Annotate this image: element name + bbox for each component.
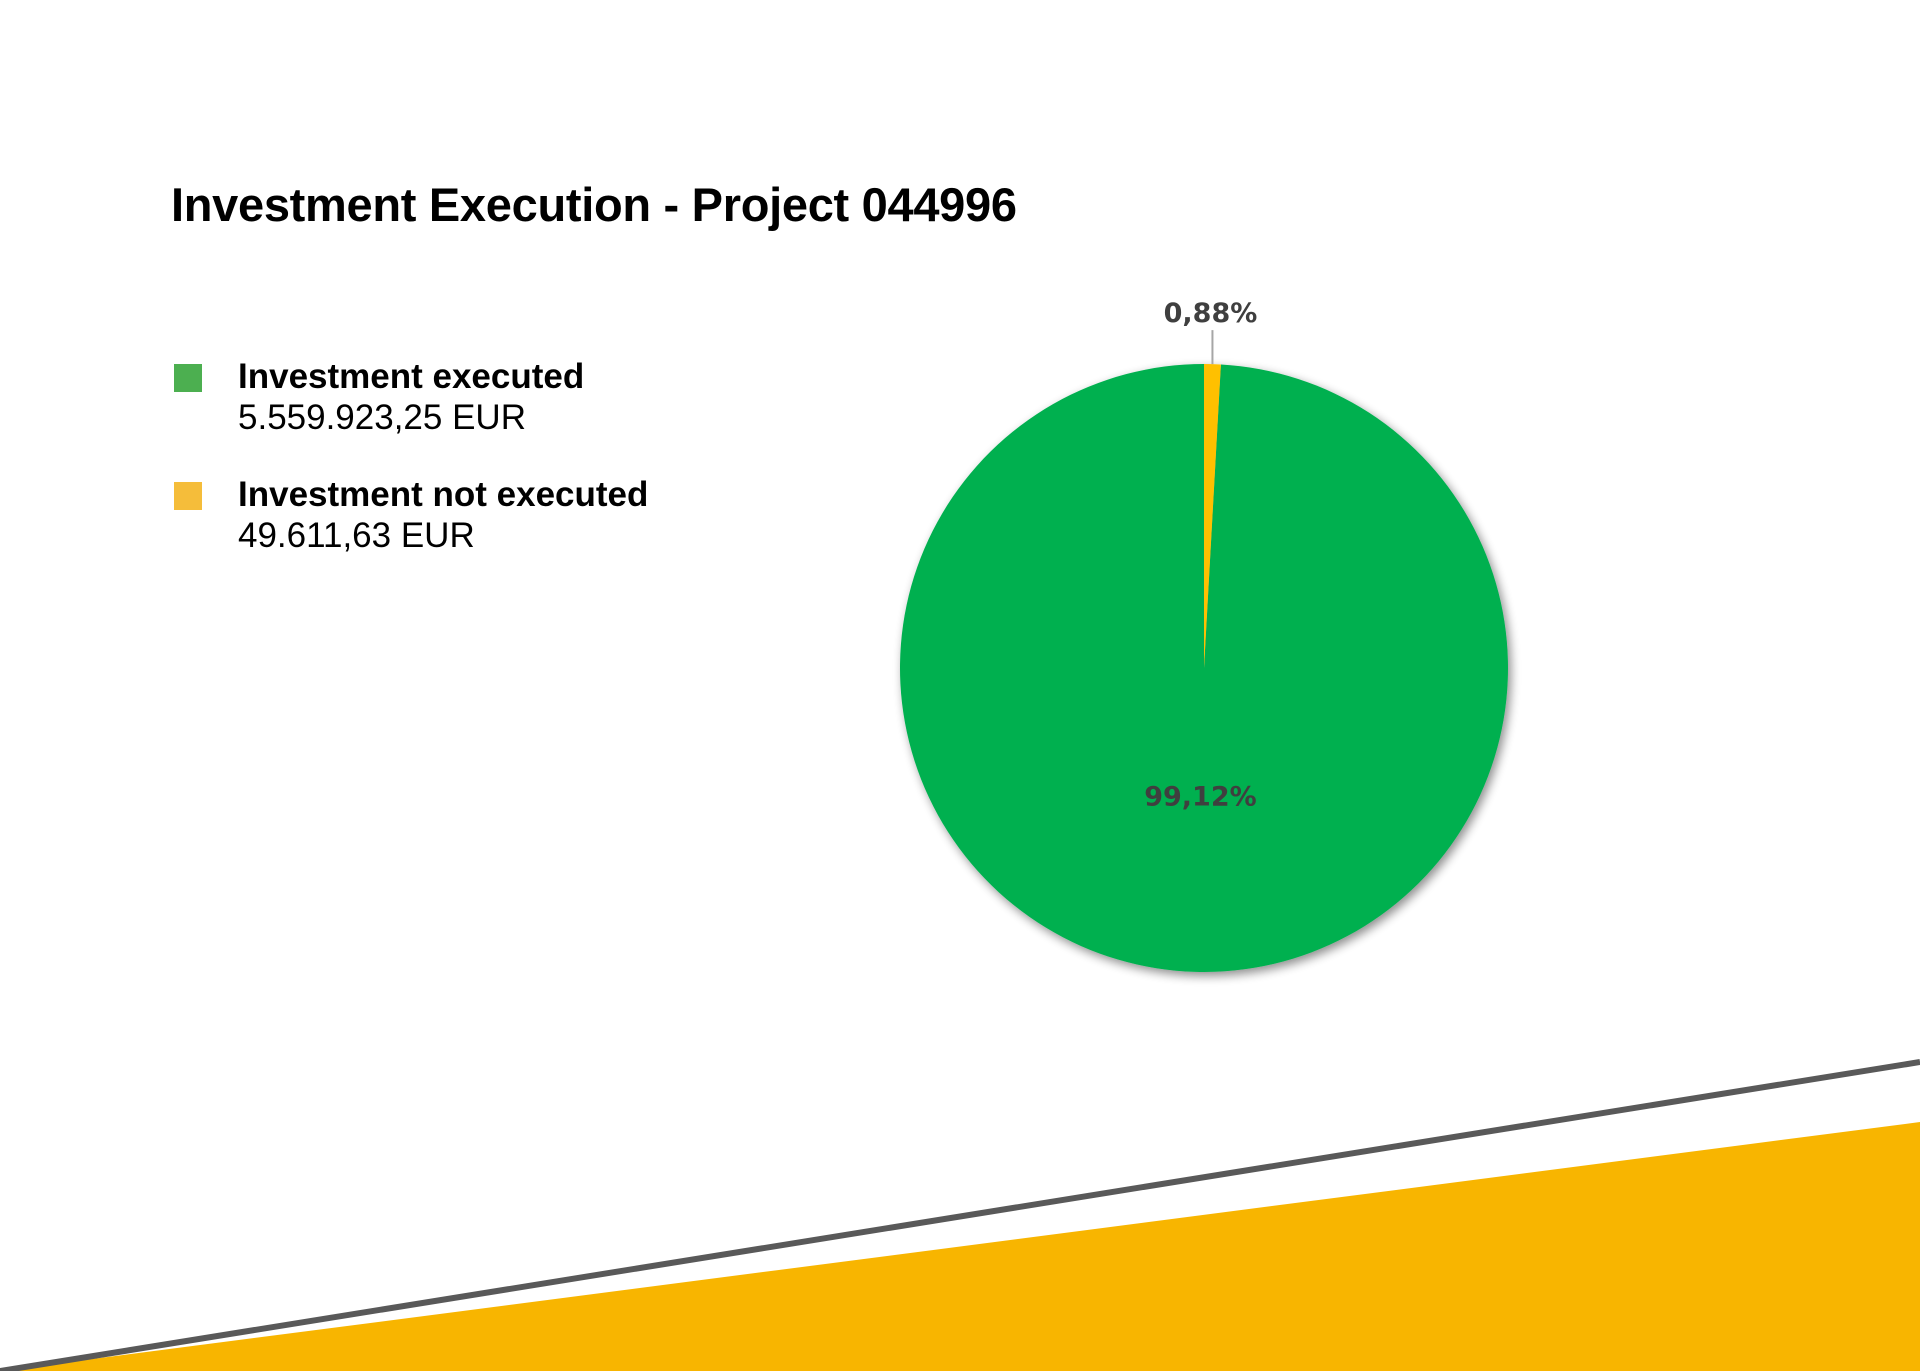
- legend-amount-executed: 5.559.923,25 EUR: [238, 398, 526, 437]
- pie-slice-executed: [899, 364, 1508, 972]
- legend-swatch-not-executed: [174, 482, 202, 510]
- legend-amount-not-executed: 49.611,63 EUR: [238, 516, 475, 555]
- chart-title: Investment Execution - Project 044996: [171, 178, 1017, 231]
- footer-gray-line: [0, 1059, 1920, 1371]
- pie-slice-not-executed: [1204, 364, 1221, 668]
- legend-label-executed: Investment executed: [238, 357, 585, 396]
- legend-label-not-executed: Investment not executed: [238, 475, 649, 514]
- legend-text-executed: Investment executed 5.559.923,25 EUR: [238, 356, 584, 438]
- data-label-not-executed: 0,88%: [1164, 298, 1258, 329]
- footer-yellow-band: [0, 1122, 1920, 1371]
- data-label-executed: 99,12%: [1144, 782, 1256, 813]
- legend-text-not-executed: Investment not executed 49.611,63 EUR: [238, 474, 648, 556]
- legend-swatch-executed: [174, 364, 202, 392]
